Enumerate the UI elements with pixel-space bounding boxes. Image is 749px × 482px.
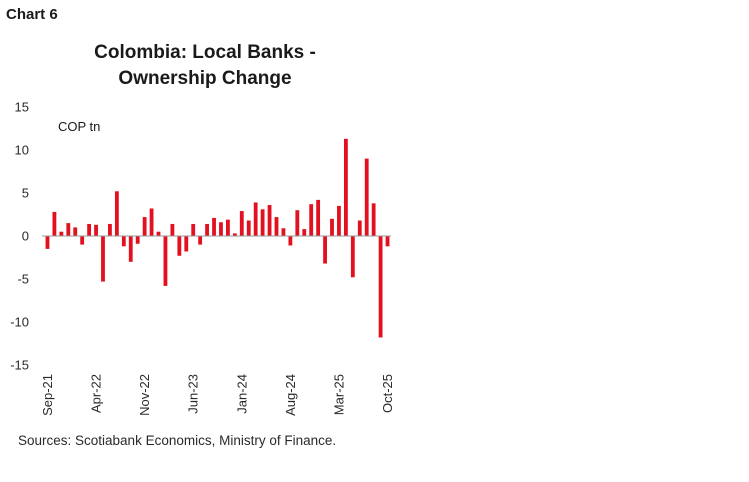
bar-Jan-24 — [239, 211, 244, 236]
bar-Mar-23 — [170, 223, 175, 236]
bar-Feb-25 — [330, 218, 334, 236]
bar-Jul-24 — [281, 228, 286, 236]
bar-Sep-22 — [128, 236, 133, 262]
bar-Aug-24 — [288, 236, 293, 246]
x-tick-label: Jun-23 — [186, 374, 201, 414]
source-note: Sources: Scotiabank Economics, Ministry … — [18, 433, 337, 448]
x-tick-label: Sep-21 — [40, 374, 55, 416]
bar-May-22 — [101, 236, 105, 282]
y-axis-ticks: 15 10 5 0 -5 -10 -15 — [10, 100, 29, 373]
chart-title: Colombia: Local Banks - Ownership Change — [40, 40, 370, 92]
bar-Oct-21 — [52, 211, 57, 236]
bar-Dec-23 — [232, 233, 237, 236]
bar-Dec-24 — [316, 199, 321, 236]
bar-Feb-24 — [246, 220, 251, 236]
x-tick-label: Oct-25 — [380, 374, 395, 413]
unit-label: COP tn — [58, 119, 100, 134]
chart-title-line-1: Colombia: Local Banks - — [94, 42, 316, 63]
bar-Mar-24 — [253, 202, 258, 236]
bar-May-23 — [184, 236, 189, 252]
bar-Apr-24 — [260, 209, 265, 236]
bar-Dec-22 — [149, 208, 154, 236]
bar-May-24 — [267, 205, 272, 236]
bar-Jun-23 — [191, 223, 196, 236]
y-tick-label: -10 — [10, 315, 29, 330]
bar-Feb-23 — [163, 236, 168, 286]
x-tick-label: Aug-24 — [283, 374, 298, 416]
bar-Aug-23 — [205, 223, 209, 236]
bar-Mar-25 — [337, 205, 341, 236]
chart-label: Chart 6 — [6, 6, 58, 23]
bar-May-25 — [350, 236, 355, 278]
bar-Sep-24 — [295, 210, 300, 236]
bar-Nov-22 — [142, 217, 147, 236]
x-axis-ticks: Sep-21 Apr-22 Nov-22 Jun-23 Jan-24 Aug-24 Mar-… — [40, 374, 395, 416]
bar-Jan-22 — [73, 227, 78, 236]
x-tick-label: Nov-22 — [137, 374, 152, 416]
bar-Apr-23 — [177, 236, 182, 256]
y-tick-label: -5 — [17, 272, 29, 287]
bar-Oct-22 — [135, 236, 140, 244]
bar-Sep-25 — [378, 236, 383, 338]
x-tick-label: Mar-25 — [331, 374, 346, 415]
bar-Jul-25 — [364, 158, 369, 236]
bar-Jul-23 — [198, 236, 203, 245]
bar-Jun-25 — [357, 220, 362, 236]
bar-Oct-23 — [219, 222, 223, 236]
bar-Jan-23 — [156, 231, 161, 236]
bar-Jun-22 — [108, 223, 112, 236]
bar-Nov-24 — [309, 204, 314, 236]
y-tick-label: -15 — [10, 358, 29, 373]
y-tick-label: 0 — [22, 229, 29, 244]
bar-Jan-25 — [323, 236, 327, 264]
chart-title-line-2: Ownership Change — [118, 68, 292, 89]
bar-Aug-22 — [121, 236, 126, 247]
x-tick-label: Jan-24 — [234, 374, 249, 414]
bar-Oct-24 — [302, 229, 307, 236]
y-tick-label: 15 — [15, 100, 29, 115]
bar-Feb-22 — [80, 236, 85, 245]
x-tick-label: Apr-22 — [89, 374, 104, 413]
bar-Aug-25 — [371, 203, 376, 236]
bar-Sep-21 — [45, 236, 50, 249]
bar-Jun-24 — [274, 217, 279, 236]
y-tick-label: 10 — [15, 143, 29, 158]
bar-series — [45, 138, 390, 338]
bar-Nov-23 — [226, 219, 230, 236]
bar-Dec-21 — [66, 223, 71, 236]
bar-Apr-25 — [343, 138, 348, 236]
bar-Mar-22 — [87, 223, 92, 236]
bar-Oct-25 — [385, 236, 390, 247]
bar-Apr-22 — [94, 224, 98, 236]
bar-Jul-22 — [114, 191, 119, 236]
y-tick-label: 5 — [22, 186, 29, 201]
bar-Sep-23 — [212, 217, 216, 236]
bar-Nov-21 — [59, 231, 64, 236]
